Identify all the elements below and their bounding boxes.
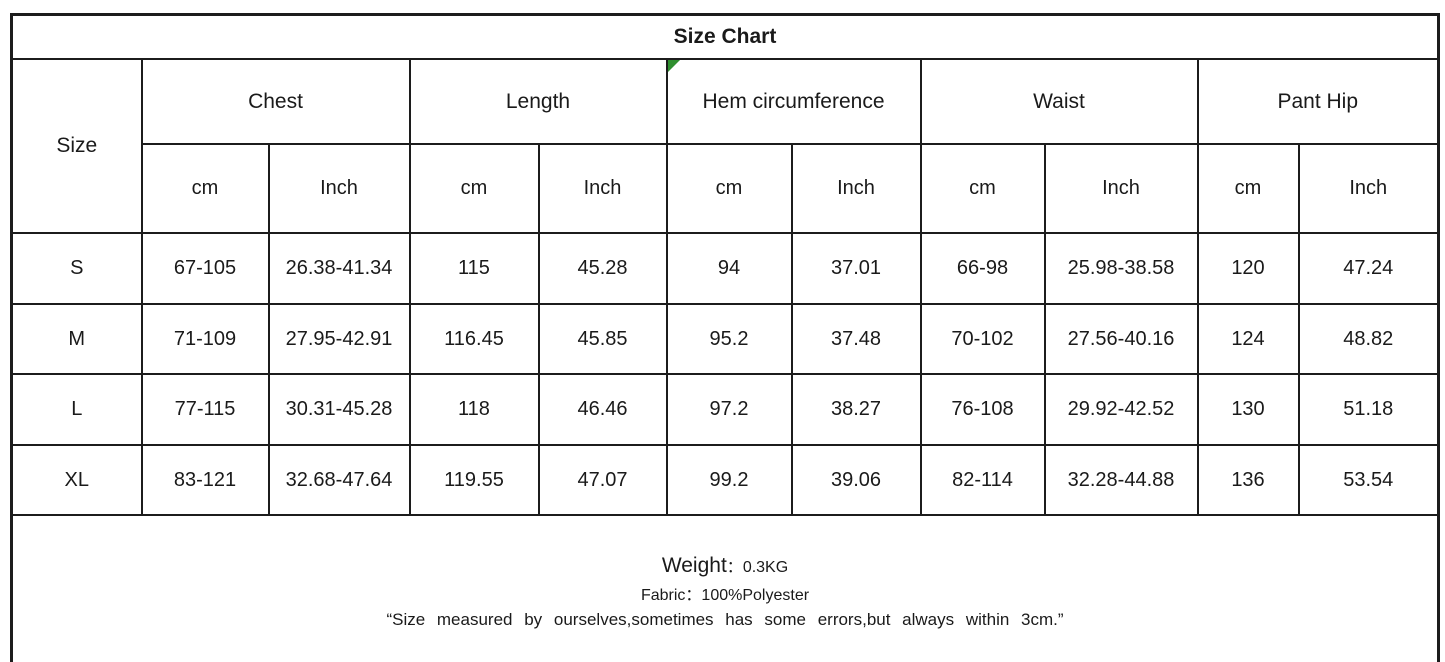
cell-chest-cm: 77-115 [140, 373, 270, 446]
cell-length-cm: 118 [408, 373, 540, 446]
unit-header-pant-hip-cm: cm [1196, 143, 1300, 234]
unit-header-waist-cm: cm [919, 143, 1046, 234]
cell-waist-inch: 27.56-40.16 [1043, 303, 1199, 375]
cell-chest-inch: 32.68-47.64 [267, 444, 411, 516]
cell-waist-inch: 32.28-44.88 [1043, 444, 1199, 516]
cell-length-cm: 116.45 [408, 303, 540, 375]
chart-title: Size Chart [10, 13, 1440, 60]
unit-header-length-inch: Inch [537, 143, 668, 234]
cell-waist-inch: 25.98-38.58 [1043, 232, 1199, 305]
weight-label: Weight [661, 553, 727, 577]
footer-row: Weight：0.3KG Fabric：100%Polyester “Size … [10, 514, 1440, 662]
cell-pant-hip-cm: 136 [1196, 444, 1300, 516]
cell-pant-hip-cm: 120 [1196, 232, 1300, 305]
cell-hem-inch: 39.06 [790, 444, 922, 516]
title-row: Size Chart [10, 13, 1440, 60]
size-label: L [10, 373, 143, 446]
weight-value: 0.3KG [742, 558, 789, 576]
group-header-hem-circumference: Hem circumference [665, 58, 922, 145]
cell-waist-cm: 70-102 [919, 303, 1046, 375]
unit-header-waist-inch: Inch [1043, 143, 1199, 234]
cell-chest-cm: 71-109 [140, 303, 270, 375]
unit-header-pant-hip-inch: Inch [1297, 143, 1440, 234]
cell-pant-hip-inch: 47.24 [1297, 232, 1440, 305]
size-label: S [10, 232, 143, 305]
fabric-separator: ： [685, 586, 702, 604]
group-header-pant-hip: Pant Hip [1196, 58, 1440, 145]
cell-hem-cm: 99.2 [665, 444, 793, 516]
cell-pant-hip-cm: 124 [1196, 303, 1300, 375]
fabric-value: 100%Polyester [701, 586, 810, 604]
weight-separator: ： [726, 558, 743, 576]
size-label: XL [10, 444, 143, 516]
cell-pant-hip-inch: 53.54 [1297, 444, 1440, 516]
cell-pant-hip-cm: 130 [1196, 373, 1300, 446]
cell-hem-cm: 97.2 [665, 373, 793, 446]
cell-chest-cm: 67-105 [140, 232, 270, 305]
group-header-row: Size Chest Length Hem circumference Wais… [10, 58, 1440, 234]
cell-waist-inch: 29.92-42.52 [1043, 373, 1199, 446]
unit-header-chest-cm: cm [140, 143, 270, 234]
cell-length-inch: 47.07 [537, 444, 668, 516]
unit-header-row: cm Inch cm Inch cm Inch cm Inch cm Inch [12, 143, 1440, 234]
group-header-chest: Chest [140, 58, 411, 145]
size-label: M [10, 303, 143, 375]
cell-chest-inch: 27.95-42.91 [267, 303, 411, 375]
unit-header-chest-inch: Inch [267, 143, 411, 234]
cell-chest-inch: 30.31-45.28 [267, 373, 411, 446]
group-header-hem-label: Hem circumference [702, 89, 885, 113]
cell-length-inch: 45.28 [537, 232, 668, 305]
weight-line: Weight：0.3KG [14, 553, 1437, 578]
cell-waist-cm: 82-114 [919, 444, 1046, 516]
cell-waist-cm: 76-108 [919, 373, 1046, 446]
table-row-m: M 71-109 27.95-42.91 116.45 45.85 95.2 3… [10, 303, 1440, 375]
cell-pant-hip-inch: 51.18 [1297, 373, 1440, 446]
cell-corner-marker-icon [668, 61, 680, 72]
cell-hem-inch: 38.27 [790, 373, 922, 446]
measurement-note: “Size measured by ourselves,sometimes ha… [386, 609, 1064, 629]
unit-header-hem-inch: Inch [790, 143, 922, 234]
cell-length-cm: 119.55 [408, 444, 540, 516]
table-row-s: S 67-105 26.38-41.34 115 45.28 94 37.01 … [10, 232, 1440, 305]
cell-length-cm: 115 [408, 232, 540, 305]
cell-hem-cm: 94 [665, 232, 793, 305]
size-column-header: Size [10, 58, 143, 234]
unit-header-hem-cm: cm [665, 143, 793, 234]
table-row-l: L 77-115 30.31-45.28 118 46.46 97.2 38.2… [10, 373, 1440, 446]
fabric-line: Fabric：100%Polyester [14, 581, 1437, 605]
cell-length-inch: 45.85 [537, 303, 668, 375]
cell-chest-inch: 26.38-41.34 [267, 232, 411, 305]
fabric-label: Fabric [640, 586, 686, 604]
cell-hem-inch: 37.48 [790, 303, 922, 375]
cell-hem-inch: 37.01 [790, 232, 922, 305]
group-header-length: Length [408, 58, 668, 145]
footer-cell: Weight：0.3KG Fabric：100%Polyester “Size … [10, 514, 1440, 662]
unit-header-length-cm: cm [408, 143, 540, 234]
size-chart-table: Size Chart Size Chest Length Hem circumf… [10, 13, 1440, 662]
cell-chest-cm: 83-121 [140, 444, 270, 516]
footer-content: Weight：0.3KG Fabric：100%Polyester “Size … [14, 553, 1437, 630]
table-row-xl: XL 83-121 32.68-47.64 119.55 47.07 99.2 … [10, 444, 1440, 516]
cell-length-inch: 46.46 [537, 373, 668, 446]
cell-waist-cm: 66-98 [919, 232, 1046, 305]
group-header-waist: Waist [919, 58, 1199, 145]
cell-hem-cm: 95.2 [665, 303, 793, 375]
cell-pant-hip-inch: 48.82 [1297, 303, 1440, 375]
